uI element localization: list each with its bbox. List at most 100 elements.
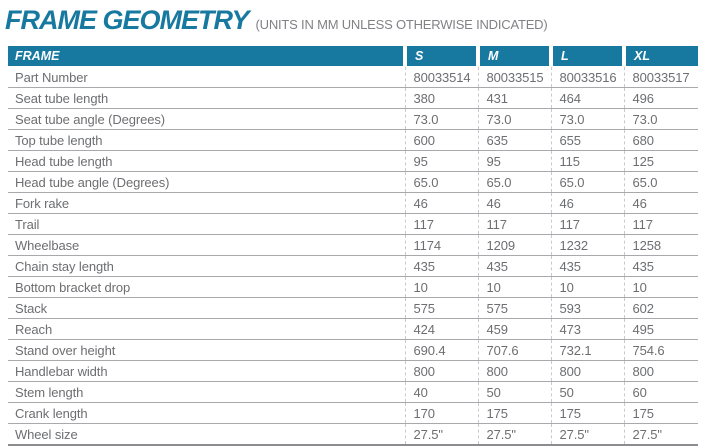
cell-value: 754.6 [623, 339, 698, 361]
cell-value: 800 [477, 360, 551, 382]
cell-value: 1209 [477, 234, 551, 256]
table-row: Chain stay length 435 435 435 435 [8, 255, 698, 277]
cell-value: 40 [404, 381, 478, 403]
table-row: Fork rake 46 46 46 46 [8, 192, 698, 214]
row-label: Fork rake [8, 192, 405, 214]
cell-value: 680 [623, 129, 698, 151]
cell-value: 117 [477, 213, 551, 235]
table-row: Reach 424 459 473 495 [8, 318, 698, 340]
table-row: Handlebar width 800 800 800 800 [8, 360, 698, 382]
cell-value: 80033516 [550, 66, 624, 88]
cell-value: 65.0 [550, 171, 624, 193]
cell-value: 575 [477, 297, 551, 319]
cell-value: 800 [623, 360, 698, 382]
cell-value: 732.1 [550, 339, 624, 361]
row-label: Reach [8, 318, 405, 340]
row-label: Wheel size [8, 423, 405, 446]
table-row: Stand over height 690.4 707.6 732.1 754.6 [8, 339, 698, 361]
row-label: Part Number [8, 66, 405, 88]
table-row: Part Number 80033514 80033515 80033516 80033… [8, 66, 698, 88]
cell-value: 73.0 [404, 108, 478, 130]
row-label: Stand over height [8, 339, 405, 361]
row-label: Trail [8, 213, 405, 235]
cell-value: 80033517 [623, 66, 698, 88]
cell-value: 496 [623, 87, 698, 109]
cell-value: 175 [477, 402, 551, 424]
cell-value: 46 [477, 192, 551, 214]
cell-value: 1258 [623, 234, 698, 256]
row-label: Handlebar width [8, 360, 405, 382]
cell-value: 593 [550, 297, 624, 319]
cell-value: 602 [623, 297, 698, 319]
column-header-l: L [549, 46, 624, 67]
cell-value: 10 [477, 276, 551, 298]
cell-value: 117 [550, 213, 624, 235]
cell-value: 80033514 [404, 66, 478, 88]
cell-value: 473 [550, 318, 624, 340]
cell-value: 175 [550, 402, 624, 424]
column-header-m: M [476, 46, 551, 67]
cell-value: 117 [404, 213, 478, 235]
cell-value: 690.4 [404, 339, 478, 361]
cell-value: 65.0 [477, 171, 551, 193]
row-label: Top tube length [8, 129, 405, 151]
cell-value: 10 [550, 276, 624, 298]
column-header-xl: XL [622, 46, 698, 67]
cell-value: 65.0 [404, 171, 478, 193]
page-title: FRAME GEOMETRY [5, 5, 250, 35]
cell-value: 46 [404, 192, 478, 214]
table-body: Part Number 80033514 80033515 80033516 80033… [8, 66, 698, 446]
table-row: Crank length 170 175 175 175 [8, 402, 698, 424]
table-row: Seat tube length 380 431 464 496 [8, 87, 698, 109]
cell-value: 1232 [550, 234, 624, 256]
cell-value: 575 [404, 297, 478, 319]
cell-value: 435 [623, 255, 698, 277]
cell-value: 431 [477, 87, 551, 109]
page-subtitle: (UNITS IN MM UNLESS OTHERWISE INDICATED) [255, 17, 548, 32]
cell-value: 495 [623, 318, 698, 340]
cell-value: 73.0 [623, 108, 698, 130]
row-label: Seat tube angle (Degrees) [8, 108, 405, 130]
table-row: Trail 117 117 117 117 [8, 213, 698, 235]
cell-value: 80033515 [477, 66, 551, 88]
table-row: Stack 575 575 593 602 [8, 297, 698, 319]
column-header-frame: FRAME [8, 46, 405, 67]
cell-value: 380 [404, 87, 478, 109]
cell-value: 800 [550, 360, 624, 382]
row-label: Stack [8, 297, 405, 319]
cell-value: 600 [404, 129, 478, 151]
cell-value: 435 [404, 255, 478, 277]
cell-value: 46 [550, 192, 624, 214]
cell-value: 27.5" [550, 423, 624, 446]
table-header-row: FRAME S M L XL [8, 46, 698, 67]
cell-value: 459 [477, 318, 551, 340]
cell-value: 50 [477, 381, 551, 403]
table-row: Head tube angle (Degrees) 65.0 65.0 65.0 65.… [8, 171, 698, 193]
cell-value: 73.0 [477, 108, 551, 130]
cell-value: 60 [623, 381, 698, 403]
cell-value: 435 [477, 255, 551, 277]
cell-value: 800 [404, 360, 478, 382]
cell-value: 95 [477, 150, 551, 172]
row-label: Crank length [8, 402, 405, 424]
cell-value: 464 [550, 87, 624, 109]
table-row: Head tube length 95 95 115 125 [8, 150, 698, 172]
cell-value: 115 [550, 150, 624, 172]
cell-value: 170 [404, 402, 478, 424]
cell-value: 125 [623, 150, 698, 172]
table-row: Wheel size 27.5" 27.5" 27.5" 27.5" [8, 423, 698, 446]
page-header: FRAME GEOMETRY (UNITS IN MM UNLESS OTHER… [5, 5, 705, 38]
row-label: Stem length [8, 381, 405, 403]
row-label: Wheelbase [8, 234, 405, 256]
cell-value: 10 [623, 276, 698, 298]
cell-value: 655 [550, 129, 624, 151]
cell-value: 635 [477, 129, 551, 151]
row-label: Head tube angle (Degrees) [8, 171, 405, 193]
cell-value: 27.5" [477, 423, 551, 446]
cell-value: 175 [623, 402, 698, 424]
cell-value: 10 [404, 276, 478, 298]
cell-value: 117 [623, 213, 698, 235]
cell-value: 435 [550, 255, 624, 277]
table-row: Seat tube angle (Degrees) 73.0 73.0 73.0 73.… [8, 108, 698, 130]
